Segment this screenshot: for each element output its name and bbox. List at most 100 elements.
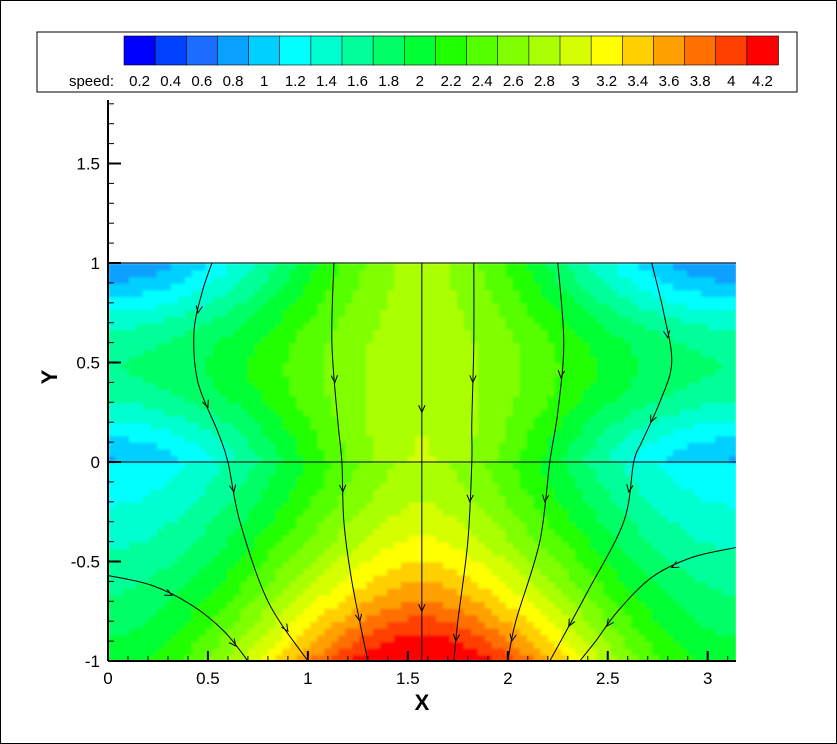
speed-cell [394,588,402,596]
speed-cell [149,534,158,543]
speed-cell [582,501,591,510]
speed-cell [247,296,256,304]
speed-cell [540,269,549,278]
speed-cell [428,435,437,443]
speed-cell [477,508,486,516]
speed-cell [533,355,542,364]
speed-cell [401,614,409,622]
speed-cell [638,627,647,636]
speed-cell [394,488,402,496]
speed-cell [422,316,430,324]
speed-cell [659,568,668,576]
speed-cell [422,355,430,364]
speed-cell [177,282,186,291]
speed-cell [659,422,668,430]
legend-swatch [372,35,406,66]
speed-cell [226,415,235,423]
speed-cell [184,309,193,317]
speed-cell [373,382,381,390]
speed-cell [568,428,577,437]
speed-cell [582,349,591,357]
speed-cell [324,554,333,563]
speed-cell [163,481,172,490]
speed-cell [331,263,340,271]
speed-cell [505,475,514,483]
speed-cell [673,263,681,271]
speed-cell [561,548,570,556]
speed-cell [505,369,514,377]
speed-cell [449,369,458,377]
speed-cell [317,574,326,583]
speed-cell [456,362,465,370]
speed-cell [401,316,409,324]
speed-cell [156,508,165,516]
speed-cell [289,362,298,370]
speed-cell [540,462,549,470]
speed-cell [645,574,654,583]
speed-cell [128,574,137,583]
speed-cell [310,475,319,483]
speed-cell [261,395,270,404]
speed-cell [666,442,674,450]
speed-cell [652,375,661,384]
speed-cell [470,488,479,496]
speed-cell [352,309,360,317]
speed-cell [512,588,521,596]
speed-cell [233,621,242,629]
speed-cell [359,588,367,596]
speed-cell [191,422,200,430]
speed-cell [163,508,172,516]
speed-cell [121,375,130,384]
speed-cell [610,488,619,496]
speed-cell [324,402,333,410]
speed-cell [561,641,570,649]
speed-cell [415,561,423,569]
speed-cell [582,574,591,583]
speed-cell [303,402,312,410]
speed-cell [540,607,549,616]
speed-cell [303,462,312,470]
speed-cell [121,349,130,357]
speed-cell [617,442,626,450]
speed-cell [645,468,654,477]
speed-cell [631,422,640,430]
speed-cell [108,468,116,477]
speed-cell [261,541,270,550]
speed-cell [484,621,493,629]
speed-cell [387,442,395,450]
speed-cell [317,641,326,649]
speed-cell [428,309,437,317]
speed-cell [254,269,263,278]
speed-cell [338,335,347,344]
speed-cell [373,395,381,404]
speed-cell [631,428,640,437]
speed-cell [212,481,221,490]
speed-cell [226,654,235,661]
speed-cell [505,263,514,271]
speed-cell [373,601,381,609]
speed-cell [114,389,123,397]
speed-cell [428,534,437,543]
speed-cell [582,402,591,410]
speed-cell [170,316,179,324]
speed-cell [415,296,423,304]
speed-cell [359,435,367,443]
speed-cell [401,375,409,384]
speed-cell [380,588,388,596]
speed-cell [477,415,486,423]
speed-cell [387,627,395,636]
speed-cell [254,501,263,510]
speed-cell [449,289,458,297]
speed-cell [240,614,249,622]
speed-cell [338,581,347,589]
speed-cell [638,422,647,430]
speed-cell [484,521,493,530]
speed-cell [317,515,326,523]
speed-cell [415,408,423,417]
speed-cell [296,607,305,616]
speed-cell [526,495,535,503]
speed-cell [652,389,661,397]
speed-cell [282,515,291,523]
speed-cell [463,296,472,304]
speed-cell [303,415,312,423]
